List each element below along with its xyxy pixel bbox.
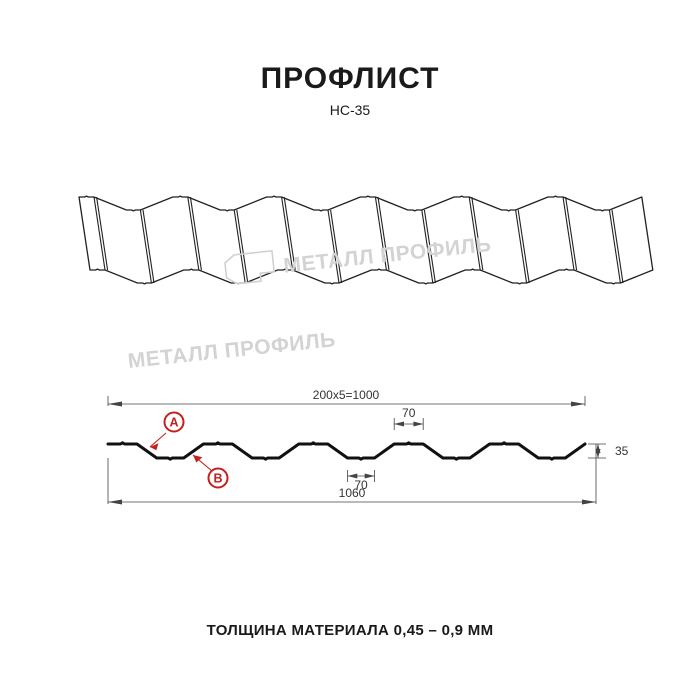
svg-text:70: 70 (402, 406, 416, 420)
svg-text:35: 35 (615, 444, 629, 458)
svg-text:1060: 1060 (339, 486, 366, 500)
svg-text:B: B (213, 472, 222, 486)
svg-text:200x5=1000: 200x5=1000 (313, 388, 380, 402)
svg-text:A: A (169, 416, 178, 430)
